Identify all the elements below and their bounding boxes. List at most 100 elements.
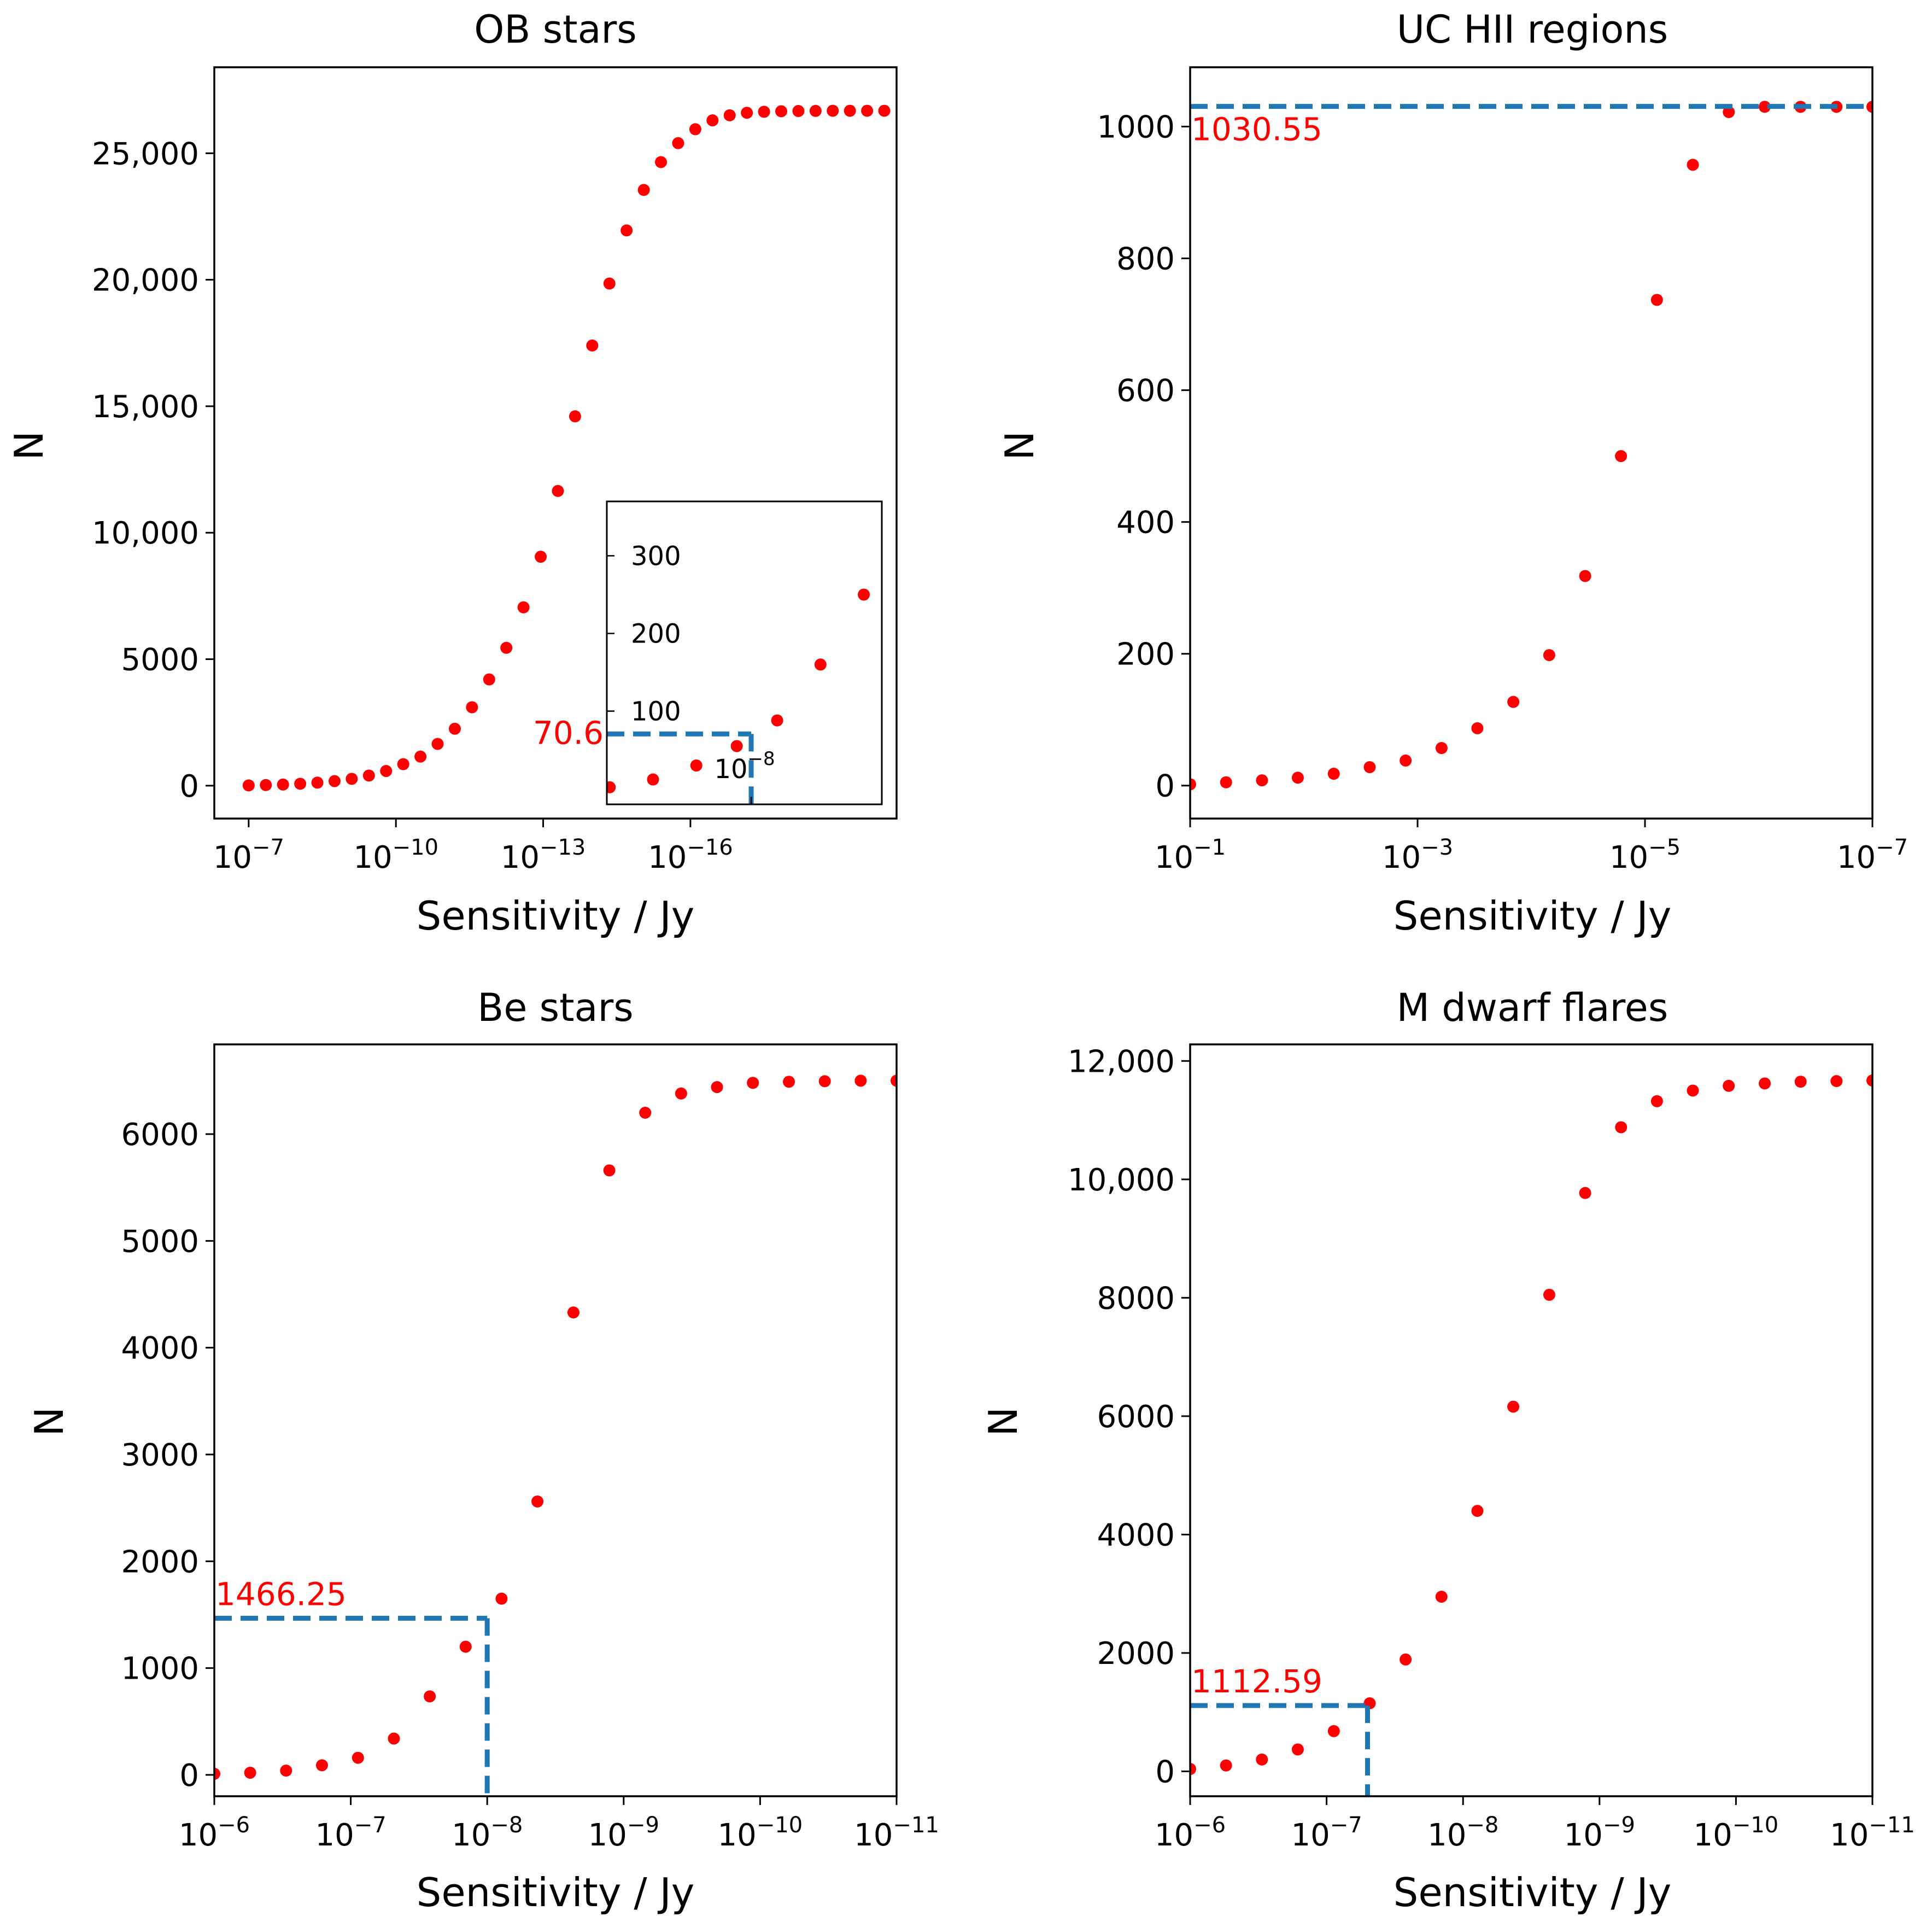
data-point [1866, 1074, 1872, 1087]
y-tick-label: 5000 [121, 642, 199, 678]
data-point [775, 105, 788, 118]
data-point [531, 1495, 544, 1508]
inset-background [607, 501, 882, 804]
y-tick-label: 1000 [1097, 109, 1175, 145]
data-series [1190, 1074, 1872, 1775]
data-point [672, 137, 684, 149]
y-tick-label: 25,000 [92, 136, 199, 172]
panel-title: Be stars [477, 985, 633, 1030]
y-tick-label: 0 [1155, 769, 1175, 804]
data-point [346, 773, 358, 785]
x-tick-label: 10−11 [854, 1813, 939, 1853]
data-point [260, 779, 272, 791]
data-point [827, 104, 839, 117]
data-point [655, 156, 668, 168]
data-point [277, 778, 289, 791]
y-tick-label: 3000 [121, 1438, 199, 1473]
x-tick-label: 10−8 [452, 1813, 523, 1853]
x-tick-label: 10−10 [353, 835, 438, 875]
inset-y-tick-label: 200 [631, 618, 681, 649]
x-axis-label: Sensitivity / Jy [417, 1870, 695, 1915]
axes-frame [1189, 1043, 1874, 1797]
data-point [1256, 1753, 1268, 1766]
x-tick-label: 10−9 [588, 1813, 659, 1853]
y-tick-label: 400 [1116, 505, 1175, 541]
x-tick-label: 10−11 [1830, 1813, 1915, 1853]
data-point [741, 107, 753, 119]
data-point [1327, 1725, 1340, 1737]
x-tick-label: 10−6 [179, 1813, 250, 1853]
data-series [214, 1074, 897, 1780]
annotation-value: 70.6 [533, 714, 604, 751]
data-point [783, 1076, 795, 1088]
data-point [1291, 772, 1304, 784]
x-tick-label: 10−3 [1382, 835, 1453, 875]
data-point [861, 104, 874, 117]
data-point [535, 551, 547, 563]
inset-data-point [647, 773, 659, 786]
x-tick-label: 10−5 [1609, 835, 1681, 875]
axes-frame [1189, 66, 1874, 820]
data-point [1579, 570, 1591, 582]
y-tick-label: 5000 [121, 1224, 199, 1259]
y-axis-label: N [6, 431, 52, 460]
x-tick-label: 10−7 [1837, 835, 1908, 875]
panel-be-stars: Be stars Sensitivity / Jy N 0 1000 2000 300… [26, 985, 939, 1915]
data-point [1543, 1288, 1555, 1301]
data-point [1830, 1075, 1843, 1088]
y-tick-label: 8000 [1097, 1281, 1175, 1316]
data-point [388, 1732, 400, 1745]
data-point [244, 1767, 256, 1779]
data-point [747, 1077, 759, 1089]
data-point [424, 1690, 436, 1703]
data-point [809, 104, 822, 117]
data-point [1190, 778, 1196, 791]
y-tick-label: 6000 [121, 1117, 199, 1153]
data-point [495, 1592, 508, 1605]
inset-y-tick-label: 100 [631, 697, 681, 727]
y-axis-label: N [26, 1407, 72, 1436]
data-point [1723, 1079, 1735, 1092]
y-tick-label: 4000 [1097, 1517, 1175, 1553]
data-point [1220, 776, 1232, 788]
data-point [214, 1767, 220, 1780]
y-tick-label: 20,000 [92, 263, 199, 299]
data-point [1687, 159, 1699, 171]
data-point [1400, 1653, 1412, 1666]
data-point [1759, 101, 1771, 113]
inset-plot: 100 200 300 70.6 10−8 [533, 500, 883, 805]
data-point [818, 1075, 831, 1088]
data-point [586, 339, 599, 352]
data-point [448, 722, 461, 735]
x-tick-label: 10−6 [1155, 1813, 1226, 1853]
data-point [1363, 761, 1376, 773]
y-tick-label: 0 [179, 769, 199, 804]
y-tick-label: 200 [1116, 637, 1175, 673]
data-series [1190, 101, 1872, 791]
data-point [1650, 1095, 1663, 1107]
data-point [603, 1164, 616, 1177]
data-point [280, 1765, 292, 1777]
data-point [517, 601, 530, 614]
x-tick-label: 10−10 [718, 1813, 803, 1853]
data-point [294, 778, 307, 790]
data-point [878, 104, 891, 117]
x-tick-label: 10−8 [1427, 1813, 1498, 1853]
data-point [603, 277, 616, 290]
inset-frame [606, 500, 883, 805]
data-point [552, 484, 564, 497]
data-point [1400, 754, 1412, 767]
data-point [352, 1751, 364, 1764]
inset-data-point [858, 588, 870, 601]
y-tick-label: 10,000 [1068, 1162, 1175, 1198]
data-point [397, 758, 409, 770]
inset-data-point [690, 759, 702, 772]
x-tick-label: 10−10 [1694, 1813, 1779, 1853]
data-point [414, 750, 427, 763]
annotation-value: 1466.25 [215, 1576, 347, 1613]
x-tick-label: 10−1 [1155, 835, 1226, 875]
y-tick-label: 600 [1116, 373, 1175, 409]
panel-title: OB stars [474, 7, 636, 52]
data-point [706, 114, 719, 127]
data-point [844, 104, 856, 117]
